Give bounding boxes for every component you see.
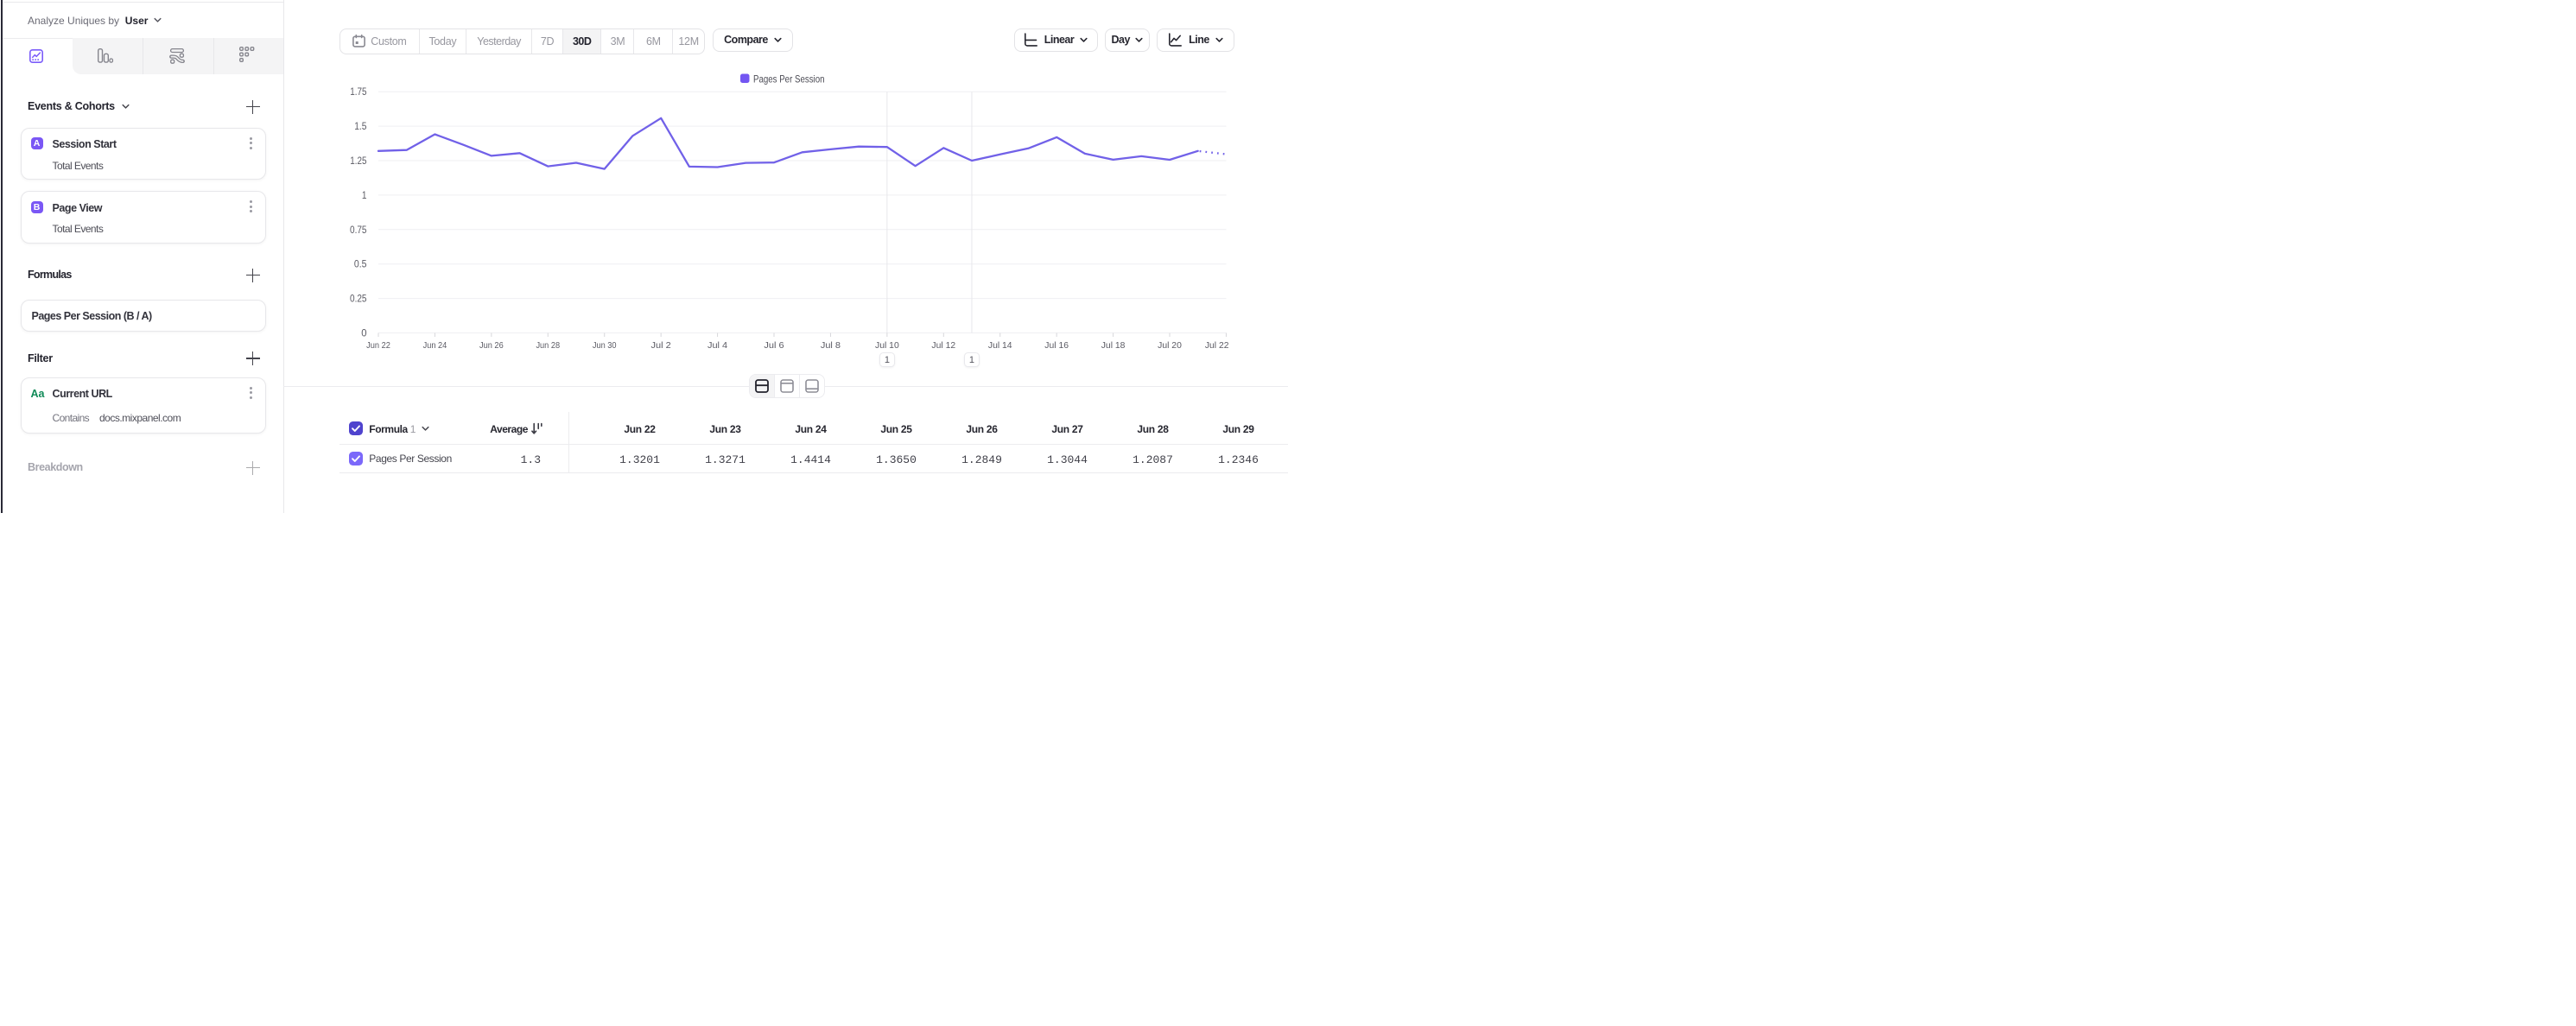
svg-text:Jul 8: Jul 8 — [821, 341, 841, 351]
svg-text:Jul 10: Jul 10 — [875, 341, 899, 351]
svg-text:Jul 12: Jul 12 — [931, 341, 955, 351]
svg-text:1: 1 — [362, 191, 367, 201]
svg-text:0.75: 0.75 — [350, 225, 367, 236]
svg-text:Jul 22: Jul 22 — [1205, 341, 1229, 351]
svg-text:Jun 24: Jun 24 — [423, 341, 447, 351]
svg-text:Jun 30: Jun 30 — [593, 341, 617, 351]
svg-text:Jul 6: Jul 6 — [764, 341, 784, 351]
svg-text:0.5: 0.5 — [354, 260, 367, 270]
svg-text:Jun 28: Jun 28 — [536, 341, 560, 351]
svg-text:Jul 16: Jul 16 — [1044, 341, 1069, 351]
svg-text:Jul 18: Jul 18 — [1101, 341, 1126, 351]
svg-text:Pages Per Session: Pages Per Session — [753, 73, 825, 86]
svg-text:Jun 26: Jun 26 — [479, 341, 504, 351]
svg-text:Jul 14: Jul 14 — [988, 341, 1012, 351]
svg-text:0: 0 — [361, 329, 366, 339]
svg-text:1.5: 1.5 — [354, 122, 366, 132]
svg-text:Jul 2: Jul 2 — [651, 341, 672, 351]
svg-text:0.25: 0.25 — [350, 294, 367, 305]
svg-text:1.25: 1.25 — [350, 156, 366, 167]
svg-text:Jul 4: Jul 4 — [707, 341, 728, 351]
svg-text:1.75: 1.75 — [350, 87, 366, 98]
svg-text:Jun 22: Jun 22 — [366, 341, 390, 351]
svg-text:Jul 20: Jul 20 — [1158, 341, 1182, 351]
